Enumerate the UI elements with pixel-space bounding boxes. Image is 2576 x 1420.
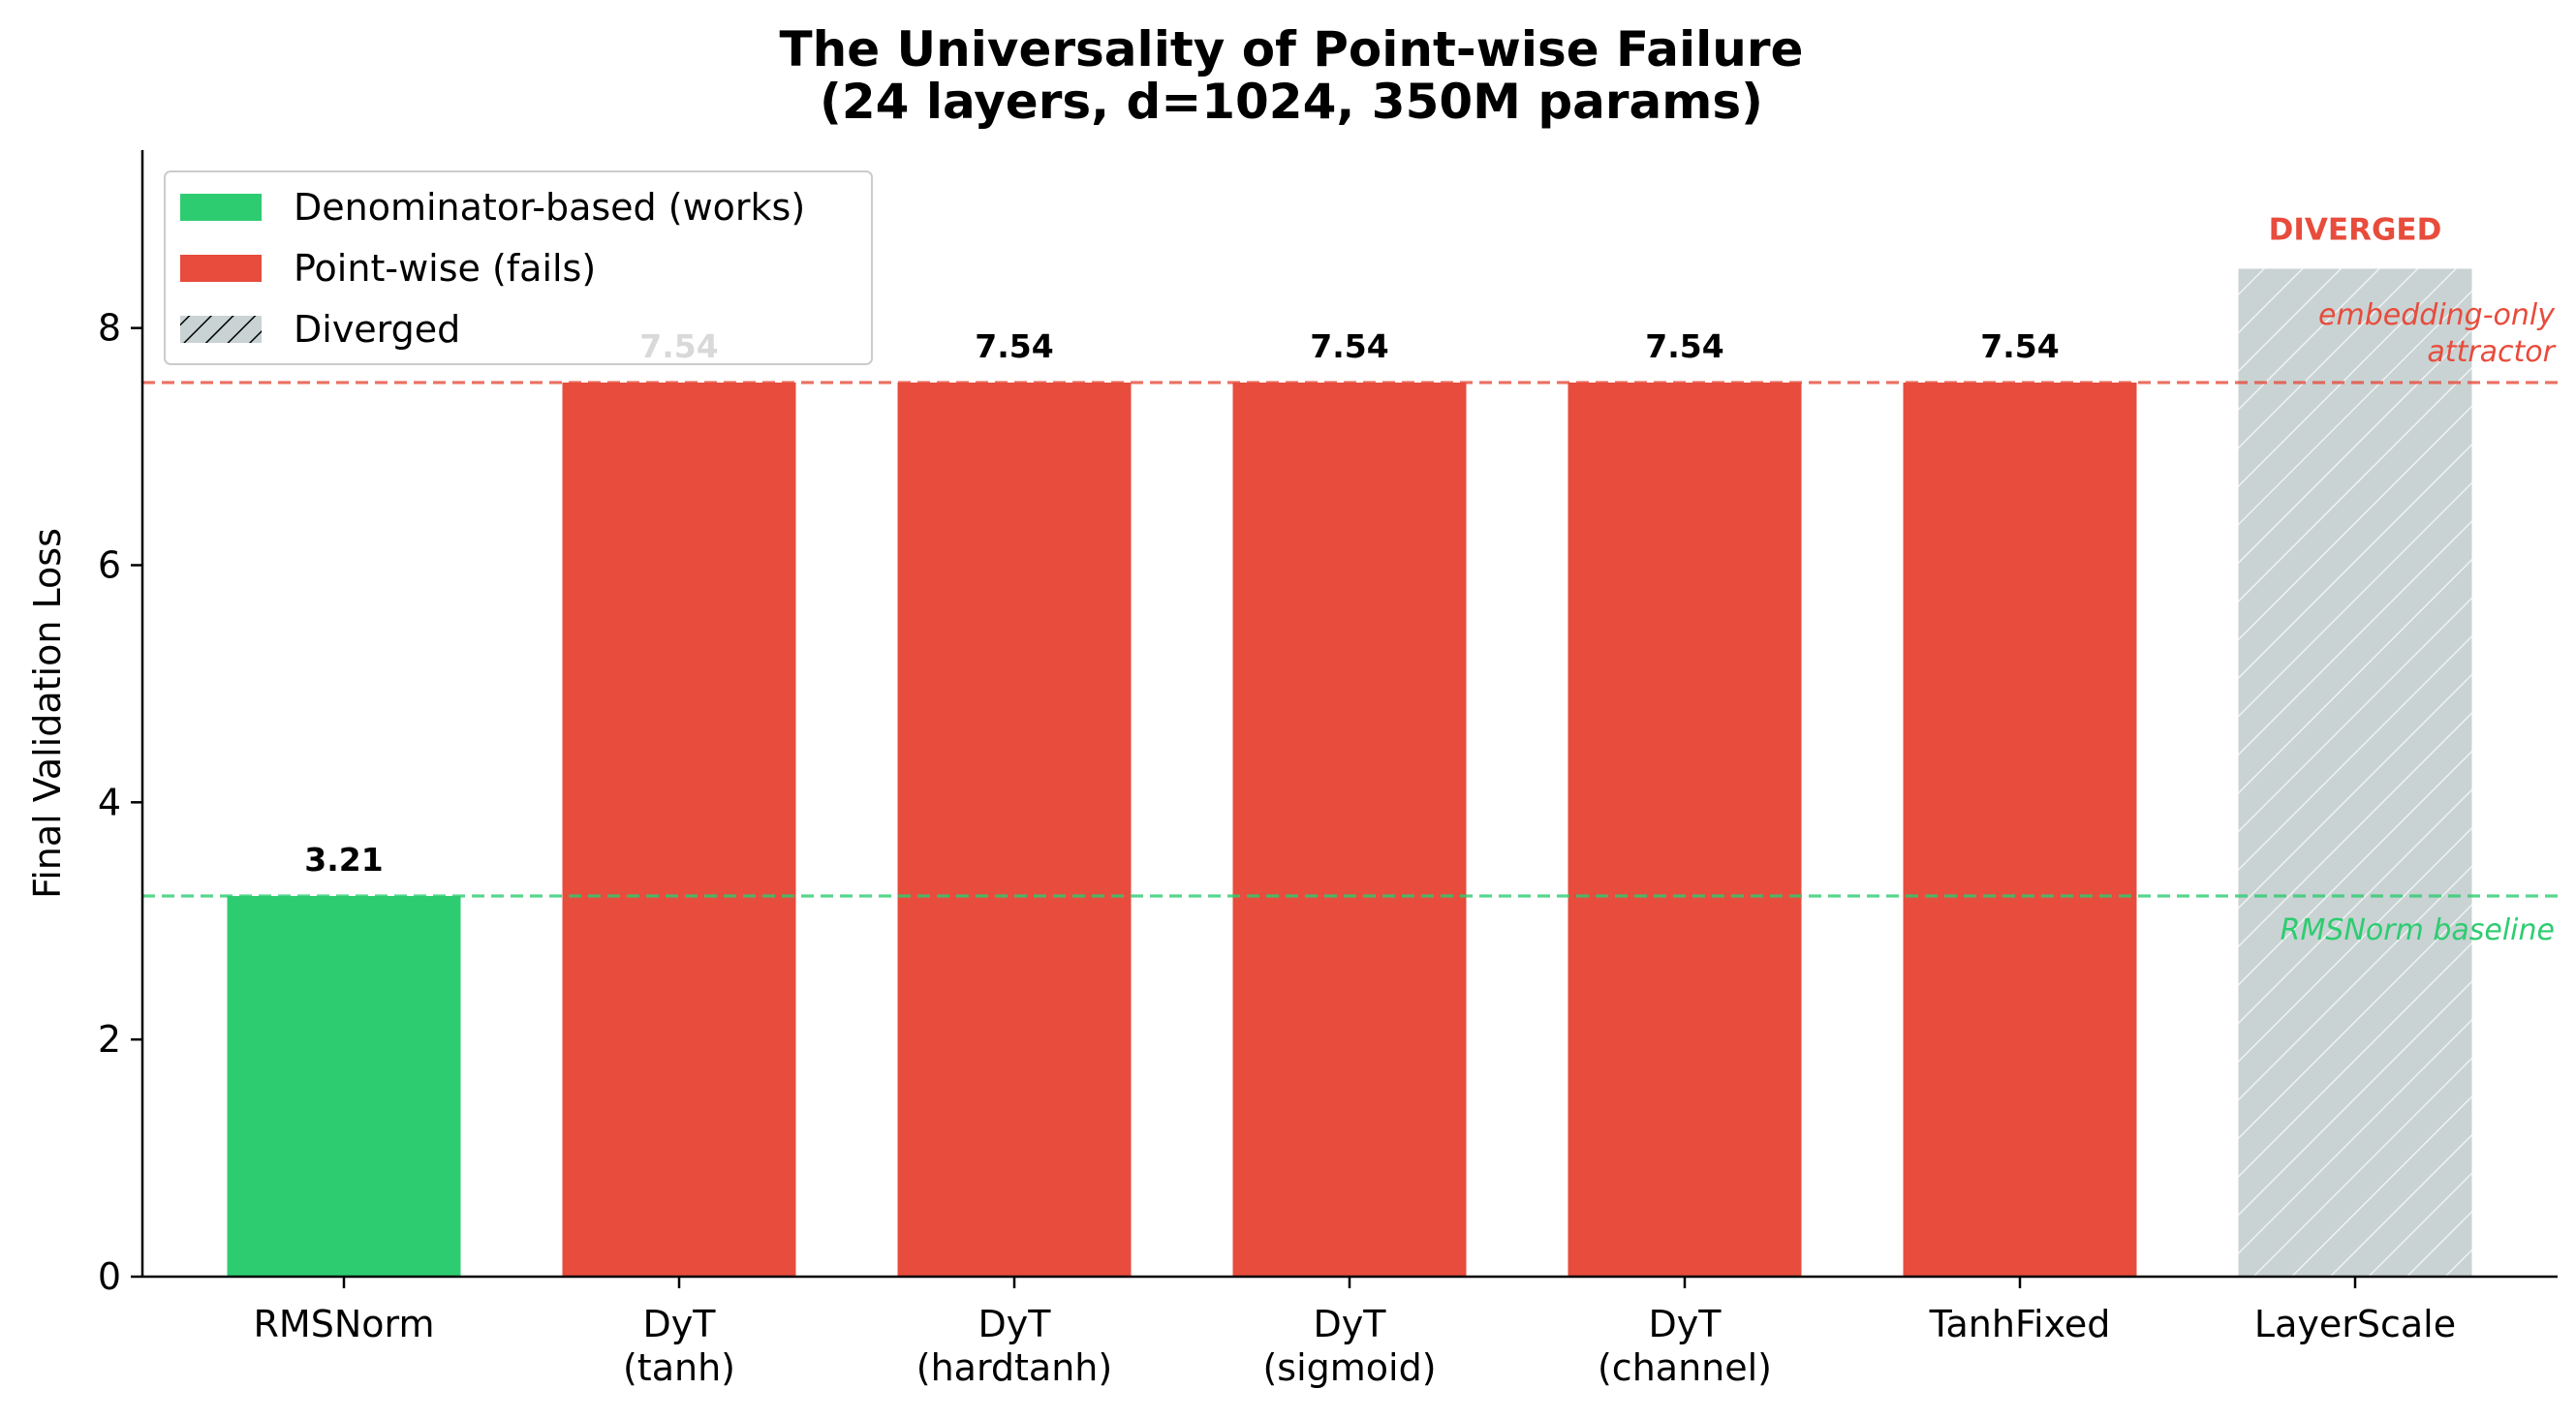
bar [1567, 382, 1802, 1277]
bar [227, 896, 461, 1277]
y-tick-label: 0 [98, 1255, 121, 1298]
x-tick-label: TanhFixed [1929, 1303, 2111, 1345]
bar [897, 382, 1132, 1277]
legend-label: Denominator-based (works) [294, 186, 805, 229]
y-tick-label: 6 [98, 543, 121, 586]
y-tick-label: 4 [98, 781, 121, 823]
x-tick-label: DyT [1649, 1303, 1723, 1345]
reference-line-label: embedding-only [2318, 298, 2556, 332]
data-label: 3.21 [304, 841, 383, 879]
x-tick-label: DyT [978, 1303, 1052, 1345]
y-axis-label: Final Validation Loss [26, 528, 69, 899]
data-label: DIVERGED [2269, 212, 2442, 247]
legend: Denominator-based (works) Point-wise (fai… [164, 170, 873, 365]
legend-box [164, 170, 873, 365]
data-label: 7.54 [1310, 327, 1388, 365]
x-tick-label: (channel) [1598, 1346, 1772, 1389]
bar [562, 382, 796, 1277]
reference-line-label: attractor [2427, 335, 2556, 369]
x-tick-label: (hardtanh) [916, 1346, 1112, 1389]
chart-title-line: (24 layers, d=1024, 350M params) [820, 74, 1763, 130]
bar [1232, 382, 1467, 1277]
x-tick-label: DyT [643, 1303, 717, 1345]
x-tick-label: DyT [1314, 1303, 1387, 1345]
bar [1903, 382, 2137, 1277]
legend-swatch [180, 255, 262, 282]
legend-label: Point-wise (fails) [294, 247, 596, 290]
x-tick-label: RMSNorm [254, 1303, 435, 1345]
bar [2238, 268, 2472, 1278]
chart-title-line: The Universality of Point-wise Failure [780, 21, 1804, 77]
x-tick-label: (tanh) [623, 1346, 735, 1389]
x-tick-label: (sigmoid) [1262, 1346, 1436, 1389]
data-label: 7.54 [1980, 327, 2059, 365]
chart-title: The Universality of Point-wise Failure(2… [780, 21, 1804, 130]
reference-line-label: RMSNorm baseline [2281, 913, 2555, 947]
data-label: 7.54 [1645, 327, 1723, 365]
x-tick-label: LayerScale [2254, 1303, 2456, 1345]
legend-swatch [180, 316, 262, 343]
legend-swatch [180, 194, 262, 221]
data-label: 7.54 [975, 327, 1053, 365]
y-tick-label: 8 [98, 307, 121, 350]
y-tick-label: 2 [98, 1018, 121, 1061]
legend-label: Diverged [294, 308, 460, 351]
